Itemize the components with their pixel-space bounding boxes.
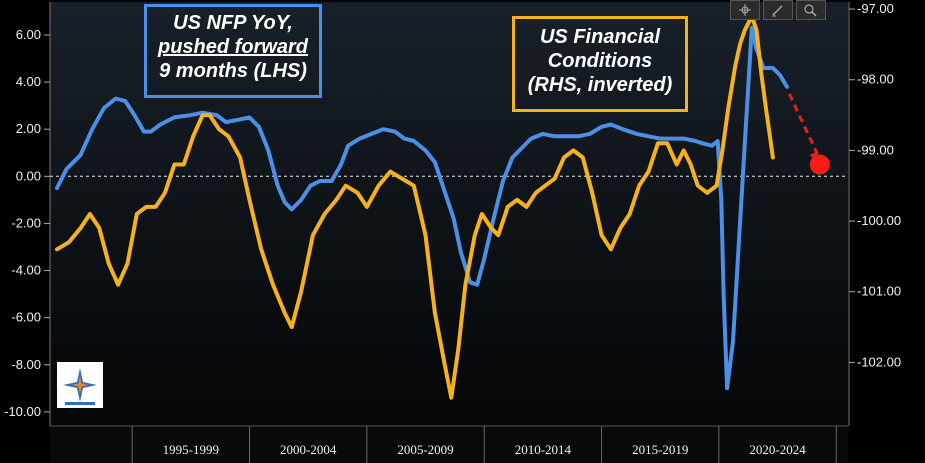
left-tick-label: -6.00 <box>11 310 41 325</box>
nfp-annotation-line-3: 9 months (LHS) <box>159 60 307 82</box>
crosshair-button[interactable] <box>730 0 760 20</box>
left-tick-label: -4.00 <box>11 263 41 278</box>
right-tick-label: -99.00 <box>857 142 894 157</box>
left-tick-label: 2.00 <box>16 121 41 136</box>
fc-series-line <box>55 14 775 400</box>
x-tick-label: 2005-2009 <box>397 442 453 457</box>
left-tick-label: -8.00 <box>11 357 41 372</box>
compass-logo-icon <box>63 368 97 405</box>
pencil-icon <box>772 5 783 17</box>
x-tick-label: 2000-2004 <box>280 442 337 457</box>
left-tick-label: -2.00 <box>11 215 41 230</box>
left-tick-label: 4.00 <box>16 74 41 89</box>
draw-button[interactable] <box>763 0 793 20</box>
crosshair-icon <box>739 4 751 16</box>
zoom-button[interactable] <box>796 0 826 20</box>
left-tick-label: -10.00 <box>4 404 41 419</box>
x-tick-label: 2020-2024 <box>749 442 806 457</box>
nfp-series-line <box>55 25 789 391</box>
forecast-dot <box>809 154 830 175</box>
nfp-annotation-box: US NFP YoY, pushed forward 9 months (LHS… <box>144 4 322 98</box>
left-tick-label: 6.00 <box>16 27 41 42</box>
magnifier-icon <box>804 4 817 17</box>
nfp-annotation-line-1: US NFP YoY, <box>173 12 293 34</box>
fc-annotation-line-2: Conditions <box>547 50 653 72</box>
x-tick-label: 2010-2014 <box>515 442 572 457</box>
right-tick-label: -102.00 <box>857 354 901 369</box>
chart-toolbar <box>730 0 830 22</box>
right-tick-label: -101.00 <box>857 284 901 299</box>
logo <box>57 362 103 408</box>
right-tick-label: -98.00 <box>857 72 894 87</box>
x-tick-label: 2015-2019 <box>632 442 688 457</box>
nfp-annotation-line-2: pushed forward <box>157 36 308 58</box>
right-tick-label: -97.00 <box>857 1 894 16</box>
plot-background <box>50 2 848 426</box>
fc-annotation-box: US Financial Conditions (RHS, inverted) <box>512 16 688 112</box>
left-tick-label: 0.00 <box>16 168 41 183</box>
right-tick-label: -100.00 <box>857 213 901 228</box>
x-tick-label: 1995-1999 <box>163 442 219 457</box>
fc-annotation-line-1: US Financial <box>539 26 661 48</box>
x-axis-band <box>50 426 848 463</box>
fc-annotation-line-3: (RHS, inverted) <box>527 74 673 96</box>
